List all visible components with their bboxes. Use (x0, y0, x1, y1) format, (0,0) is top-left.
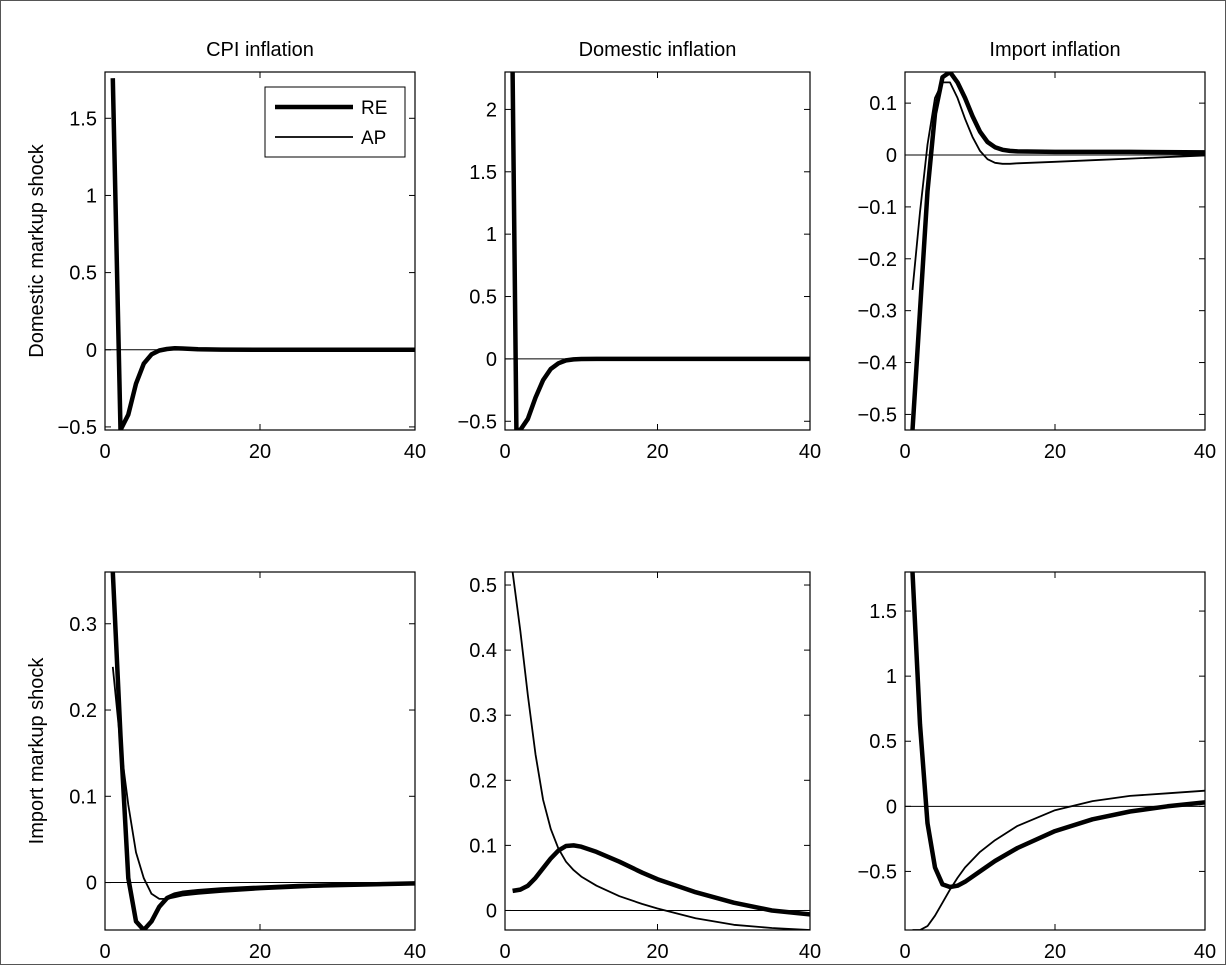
y-tick-label: 0.1 (469, 835, 497, 857)
y-tick-label: 0.5 (469, 575, 497, 597)
y-tick-label: −0.3 (858, 301, 897, 323)
x-tick-label: 20 (249, 441, 271, 463)
y-tick-label: 1.5 (69, 108, 97, 130)
panel: 0 20 40 −0.5 −0.4 −0.3 −0.2 −0.1 0 0.1 (858, 71, 1216, 463)
panel: 0 20 40 0 0.1 0.2 0.3 0.4 0.5 (469, 571, 821, 963)
legend-box (264, 86, 406, 158)
axes-frame (504, 571, 811, 931)
y-tick-label: 0.1 (69, 786, 97, 808)
y-tick-label: −0.5 (858, 861, 897, 883)
plot-area (110, 78, 415, 430)
x-tick-label: 0 (499, 941, 510, 963)
y-tick-label: 0 (86, 873, 97, 895)
x-tick-label: 0 (499, 441, 510, 463)
x-tick-label: 40 (404, 941, 426, 963)
legend-ap-label: AP (361, 128, 386, 149)
x-tick-label: 20 (1044, 441, 1066, 463)
legend-re-label: RE (361, 98, 387, 119)
y-tick-label: −0.5 (458, 411, 497, 433)
panels: CPI inflation Domestic inflation Import in… (26, 39, 1216, 963)
y-tick-label: 0.2 (69, 700, 97, 722)
legend: RE AP (264, 86, 406, 158)
y-tick-label: 0 (886, 145, 897, 167)
x-tick-label: 20 (646, 441, 668, 463)
plot-area (510, 72, 810, 430)
series-ap-line (511, 572, 810, 930)
y-tick-label: 0.2 (469, 770, 497, 792)
x-tick-label: 0 (99, 941, 110, 963)
x-tick-label: 40 (1194, 941, 1216, 963)
y-tick-label: 0 (886, 796, 897, 818)
y-tick-label: 0.3 (469, 705, 497, 727)
y-tick-label: 1 (86, 185, 97, 207)
plot-area (511, 572, 810, 930)
y-tick-label: 0.3 (69, 614, 97, 636)
y-tick-label: 1.5 (869, 601, 897, 623)
row-label-group: Import markup shock (26, 657, 48, 845)
y-tick-label: 1 (486, 224, 497, 246)
series-ap-line (111, 666, 415, 900)
plot-area (110, 572, 415, 930)
series-re-line (910, 72, 1205, 430)
y-tick-label: −0.2 (858, 249, 897, 271)
x-tick-label: 0 (899, 441, 910, 463)
y-tick-label: 0 (486, 900, 497, 922)
axes-frame (504, 71, 811, 431)
x-tick-label: 40 (799, 941, 821, 963)
y-tick-label: 0 (486, 349, 497, 371)
row-label: Import markup shock (26, 657, 48, 845)
x-tick-label: 20 (1044, 941, 1066, 963)
panel: 0 20 40 −0.5 0 0.5 1 1.5 (858, 571, 1216, 963)
column-title: Import inflation (989, 39, 1120, 61)
x-tick-label: 20 (646, 941, 668, 963)
y-tick-label: 0.1 (869, 93, 897, 115)
y-tick-label: 2 (486, 99, 497, 121)
series-ap-line (911, 81, 1205, 290)
axes-frame (904, 71, 1206, 431)
row-label: Domestic markup shock (26, 143, 48, 357)
y-tick-label: 0 (86, 340, 97, 362)
series-ap-line (912, 789, 1205, 930)
x-tick-label: 0 (99, 441, 110, 463)
axes-frame (904, 571, 1206, 931)
y-tick-label: 0.5 (869, 731, 897, 753)
y-tick-label: 1 (886, 666, 897, 688)
y-tick-label: −0.5 (58, 417, 97, 439)
panel: 0 20 40−0.500.511.52 (458, 71, 821, 463)
y-tick-label: −0.4 (858, 353, 897, 375)
series-re-line (110, 572, 415, 930)
x-tick-label: 40 (1194, 441, 1216, 463)
x-tick-label: 40 (799, 441, 821, 463)
plot-area (910, 72, 1205, 430)
y-tick-label: 1.5 (469, 162, 497, 184)
x-tick-label: 20 (249, 941, 271, 963)
axes-frame (104, 571, 416, 931)
y-tick-label: 0.5 (469, 287, 497, 309)
series-ap-line (511, 74, 810, 430)
series-ap-line (111, 81, 415, 428)
x-tick-label: 0 (899, 941, 910, 963)
y-tick-label: 0.4 (469, 640, 497, 662)
plot-area (910, 572, 1205, 930)
column-title: CPI inflation (206, 39, 314, 61)
series-re-line (910, 572, 1205, 890)
column-title: Domestic inflation (579, 39, 737, 61)
y-tick-label: 0.5 (69, 263, 97, 285)
y-tick-label: −0.1 (858, 197, 897, 219)
x-tick-label: 40 (404, 441, 426, 463)
panel: 0 20 40 0 0.1 0.2 0.3 (69, 571, 426, 963)
row-label-group: Domestic markup shock (26, 143, 48, 357)
series-re-line (512, 843, 810, 917)
y-tick-label: −0.5 (858, 404, 897, 426)
